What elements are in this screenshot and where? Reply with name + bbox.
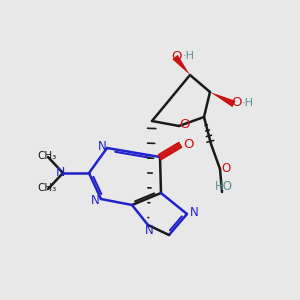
Text: CH₃: CH₃ xyxy=(38,151,57,161)
Text: N: N xyxy=(91,194,99,206)
Text: ·H: ·H xyxy=(242,98,254,108)
Text: O: O xyxy=(180,118,190,131)
Text: ·H: ·H xyxy=(183,51,195,61)
Polygon shape xyxy=(210,92,236,107)
Text: O: O xyxy=(184,137,194,151)
Text: N: N xyxy=(145,224,153,236)
Text: O: O xyxy=(221,161,231,175)
Text: HO: HO xyxy=(215,181,233,194)
Polygon shape xyxy=(172,55,190,75)
Text: N: N xyxy=(55,166,65,178)
Text: O: O xyxy=(172,50,182,62)
Text: CH₃: CH₃ xyxy=(38,183,57,193)
Text: N: N xyxy=(190,206,198,218)
Text: N: N xyxy=(98,140,106,152)
Text: O: O xyxy=(231,97,241,110)
